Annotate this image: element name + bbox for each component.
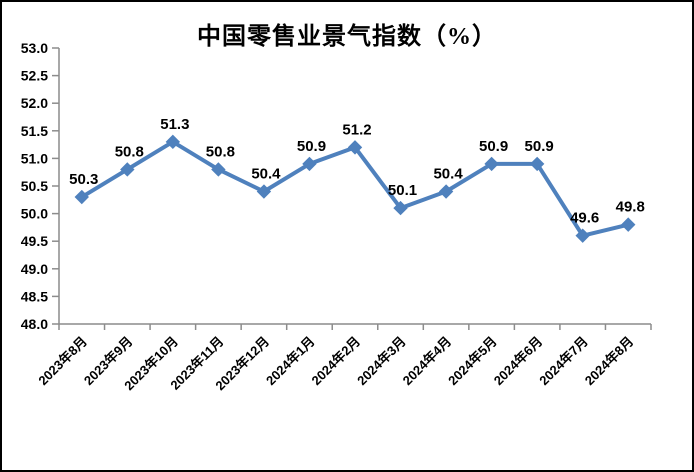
- data-point-label: 50.3: [69, 171, 98, 188]
- data-point-marker: [256, 184, 272, 199]
- data-point-marker: [621, 217, 636, 232]
- y-tick-label: 52.0: [21, 95, 48, 111]
- data-point-marker: [484, 156, 499, 172]
- x-tick-label: 2024年8月: [582, 334, 637, 389]
- data-point-marker: [302, 156, 317, 172]
- y-tick-label: 51.5: [21, 123, 48, 139]
- y-tick-label: 52.5: [21, 68, 48, 84]
- data-point-marker: [120, 162, 135, 177]
- y-tick-label: 48.0: [21, 316, 48, 332]
- chart-title: 中国零售业景气指数（%）: [197, 24, 497, 50]
- y-tick-label: 51.0: [21, 150, 48, 166]
- series-line: [79, 139, 631, 238]
- data-point-marker: [575, 228, 590, 243]
- data-point-label: 50.4: [433, 166, 463, 183]
- data-point-marker: [438, 184, 454, 199]
- data-point-label: 50.9: [525, 138, 554, 155]
- data-point-marker: [211, 162, 226, 177]
- y-tick-label: 48.5: [21, 288, 48, 304]
- y-tick-label: 50.5: [21, 178, 48, 194]
- data-point-marker: [393, 200, 408, 216]
- y-tick-label: 53.0: [21, 40, 48, 56]
- x-tick-label: 2024年6月: [491, 334, 546, 389]
- x-tick-label: 2023年8月: [35, 334, 90, 389]
- data-point-label: 51.3: [160, 116, 189, 133]
- y-tick-label: 49.0: [21, 261, 48, 277]
- y-tick-label: 49.5: [21, 233, 48, 249]
- x-tick-label: 2024年3月: [354, 334, 409, 389]
- x-tick-label: 2024年7月: [536, 334, 591, 389]
- x-tick-label: 2024年4月: [400, 334, 455, 389]
- data-point-label: 50.9: [297, 138, 326, 155]
- y-tick-label: 50.0: [21, 206, 48, 222]
- data-point-marker: [165, 134, 181, 150]
- data-point-label: 50.9: [479, 138, 508, 155]
- x-tick-label: 2024年5月: [445, 334, 500, 389]
- data-point-label: 51.2: [342, 121, 371, 138]
- x-tick-label: 2024年2月: [309, 334, 364, 389]
- data-point-label: 50.4: [251, 166, 281, 183]
- data-point-label: 50.8: [115, 143, 144, 160]
- data-point-label: 49.6: [570, 210, 599, 227]
- data-point-label: 49.8: [616, 199, 645, 216]
- x-tick-label: 2024年1月: [263, 334, 318, 389]
- data-point-marker: [529, 156, 545, 172]
- data-point-label: 50.8: [206, 143, 235, 160]
- data-point-label: 50.1: [388, 182, 417, 199]
- data-point-marker: [74, 189, 89, 205]
- data-point-marker: [347, 140, 363, 155]
